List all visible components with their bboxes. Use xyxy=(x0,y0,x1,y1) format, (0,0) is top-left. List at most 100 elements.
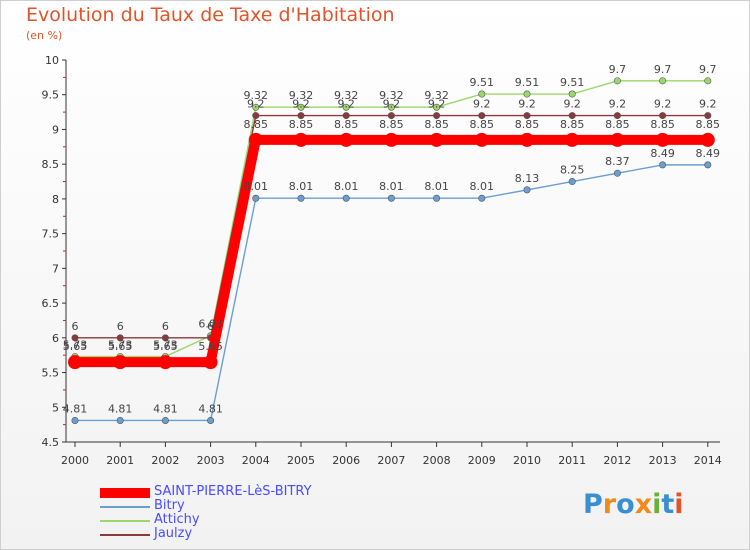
proxiti-logo: Proxiti xyxy=(583,489,684,520)
data-label: 9.2 xyxy=(563,98,581,111)
data-label: 9.51 xyxy=(515,76,540,89)
data-label: 5.73 xyxy=(63,339,88,352)
x-tick-label: 2003 xyxy=(197,454,225,467)
data-label: 8.85 xyxy=(379,118,404,131)
data-label: 8.85 xyxy=(289,118,314,131)
y-tick-label: 9.5 xyxy=(42,89,60,102)
series-line xyxy=(75,134,708,368)
data-label: 4.81 xyxy=(153,402,178,415)
legend-swatch xyxy=(100,488,150,498)
data-label: 4.81 xyxy=(198,402,223,415)
data-label: 8.01 xyxy=(470,180,495,193)
data-point xyxy=(704,161,712,169)
data-point xyxy=(429,132,444,147)
data-point xyxy=(523,112,531,120)
data-point xyxy=(207,416,215,424)
data-label: 8.85 xyxy=(334,118,359,131)
data-point xyxy=(704,112,712,120)
data-label: 8.01 xyxy=(289,180,314,193)
legend-swatch xyxy=(100,506,150,508)
data-label: 8.13 xyxy=(515,172,540,185)
x-tick-label: 2012 xyxy=(603,454,631,467)
data-label: 8.85 xyxy=(244,118,269,131)
data-point xyxy=(478,112,486,120)
legend-label: SAINT-PIERRE-LèS-BITRY xyxy=(154,484,312,499)
y-tick-label: 5.5 xyxy=(42,367,60,380)
x-tick-label: 2011 xyxy=(558,454,586,467)
legend-swatch xyxy=(100,534,150,536)
data-point xyxy=(659,112,667,120)
y-tick-label: 8.5 xyxy=(42,158,60,171)
data-point xyxy=(613,77,621,85)
x-tick-label: 2006 xyxy=(332,454,360,467)
data-point xyxy=(387,103,395,111)
y-unit-label: (en %) xyxy=(26,29,63,42)
data-label: 5.65 xyxy=(63,340,88,353)
y-tick-label: 10 xyxy=(45,54,59,67)
data-point xyxy=(161,334,169,342)
data-point xyxy=(523,186,531,194)
data-label: 9.32 xyxy=(289,89,314,102)
data-point xyxy=(116,416,124,424)
data-point xyxy=(520,132,534,147)
data-point xyxy=(478,194,486,202)
data-label: 8.01 xyxy=(334,180,359,193)
y-tick-label: 6 xyxy=(52,332,59,345)
data-point xyxy=(613,112,621,120)
data-point xyxy=(700,132,715,147)
data-label: 6 xyxy=(72,320,79,333)
data-label: 9.2 xyxy=(383,98,401,111)
data-point xyxy=(116,334,124,342)
x-tick-label: 2000 xyxy=(61,454,89,467)
data-point xyxy=(568,178,576,186)
data-label: 9.2 xyxy=(654,98,672,111)
y-tick-label: 8 xyxy=(52,193,59,206)
data-label: 8.85 xyxy=(515,118,540,131)
logo-letter: x xyxy=(634,489,653,520)
data-label: 8.37 xyxy=(605,155,630,168)
data-point xyxy=(613,169,621,177)
x-tick-label: 2002 xyxy=(151,454,179,467)
data-label: 8.85 xyxy=(650,118,675,131)
data-point xyxy=(523,90,531,98)
data-point xyxy=(568,90,576,98)
data-point xyxy=(659,77,667,85)
data-label: 9.2 xyxy=(473,98,491,111)
y-tick-label: 4.5 xyxy=(42,436,60,449)
series-line xyxy=(75,164,708,422)
series-line xyxy=(75,114,708,339)
data-point xyxy=(158,355,173,370)
data-label: 6 xyxy=(162,320,169,333)
data-point xyxy=(252,194,260,202)
data-point xyxy=(294,132,308,147)
data-label: 5.73 xyxy=(108,339,133,352)
data-point xyxy=(387,112,395,120)
x-tick-label: 2014 xyxy=(694,454,722,467)
logo-letter: o xyxy=(616,489,635,520)
data-label: 8.01 xyxy=(379,180,404,193)
data-label: 9.2 xyxy=(609,98,627,111)
y-tick-label: 5 xyxy=(52,401,59,414)
data-label: 9.2 xyxy=(337,98,355,111)
data-label: 8.85 xyxy=(696,118,721,131)
data-label: 8.25 xyxy=(560,164,585,177)
data-point xyxy=(433,103,441,111)
data-label: 9.2 xyxy=(518,98,536,111)
data-label: 9.32 xyxy=(334,89,359,102)
y-tick-label: 7 xyxy=(52,262,59,275)
chart-title: Evolution du Taux de Taxe d'Habitation xyxy=(26,4,395,26)
series-3 xyxy=(71,112,712,342)
data-label: 9.32 xyxy=(244,89,269,102)
data-label: 6.03 xyxy=(198,318,223,331)
data-point xyxy=(203,355,218,370)
data-label: 8.85 xyxy=(424,118,449,131)
data-point xyxy=(71,334,79,342)
data-point xyxy=(68,355,82,370)
data-point xyxy=(474,132,489,147)
logo-letter: i xyxy=(674,489,684,520)
data-label: 5.65 xyxy=(108,340,133,353)
series-2 xyxy=(71,77,712,361)
legend-swatch xyxy=(100,520,150,522)
x-tick-label: 2010 xyxy=(513,454,541,467)
